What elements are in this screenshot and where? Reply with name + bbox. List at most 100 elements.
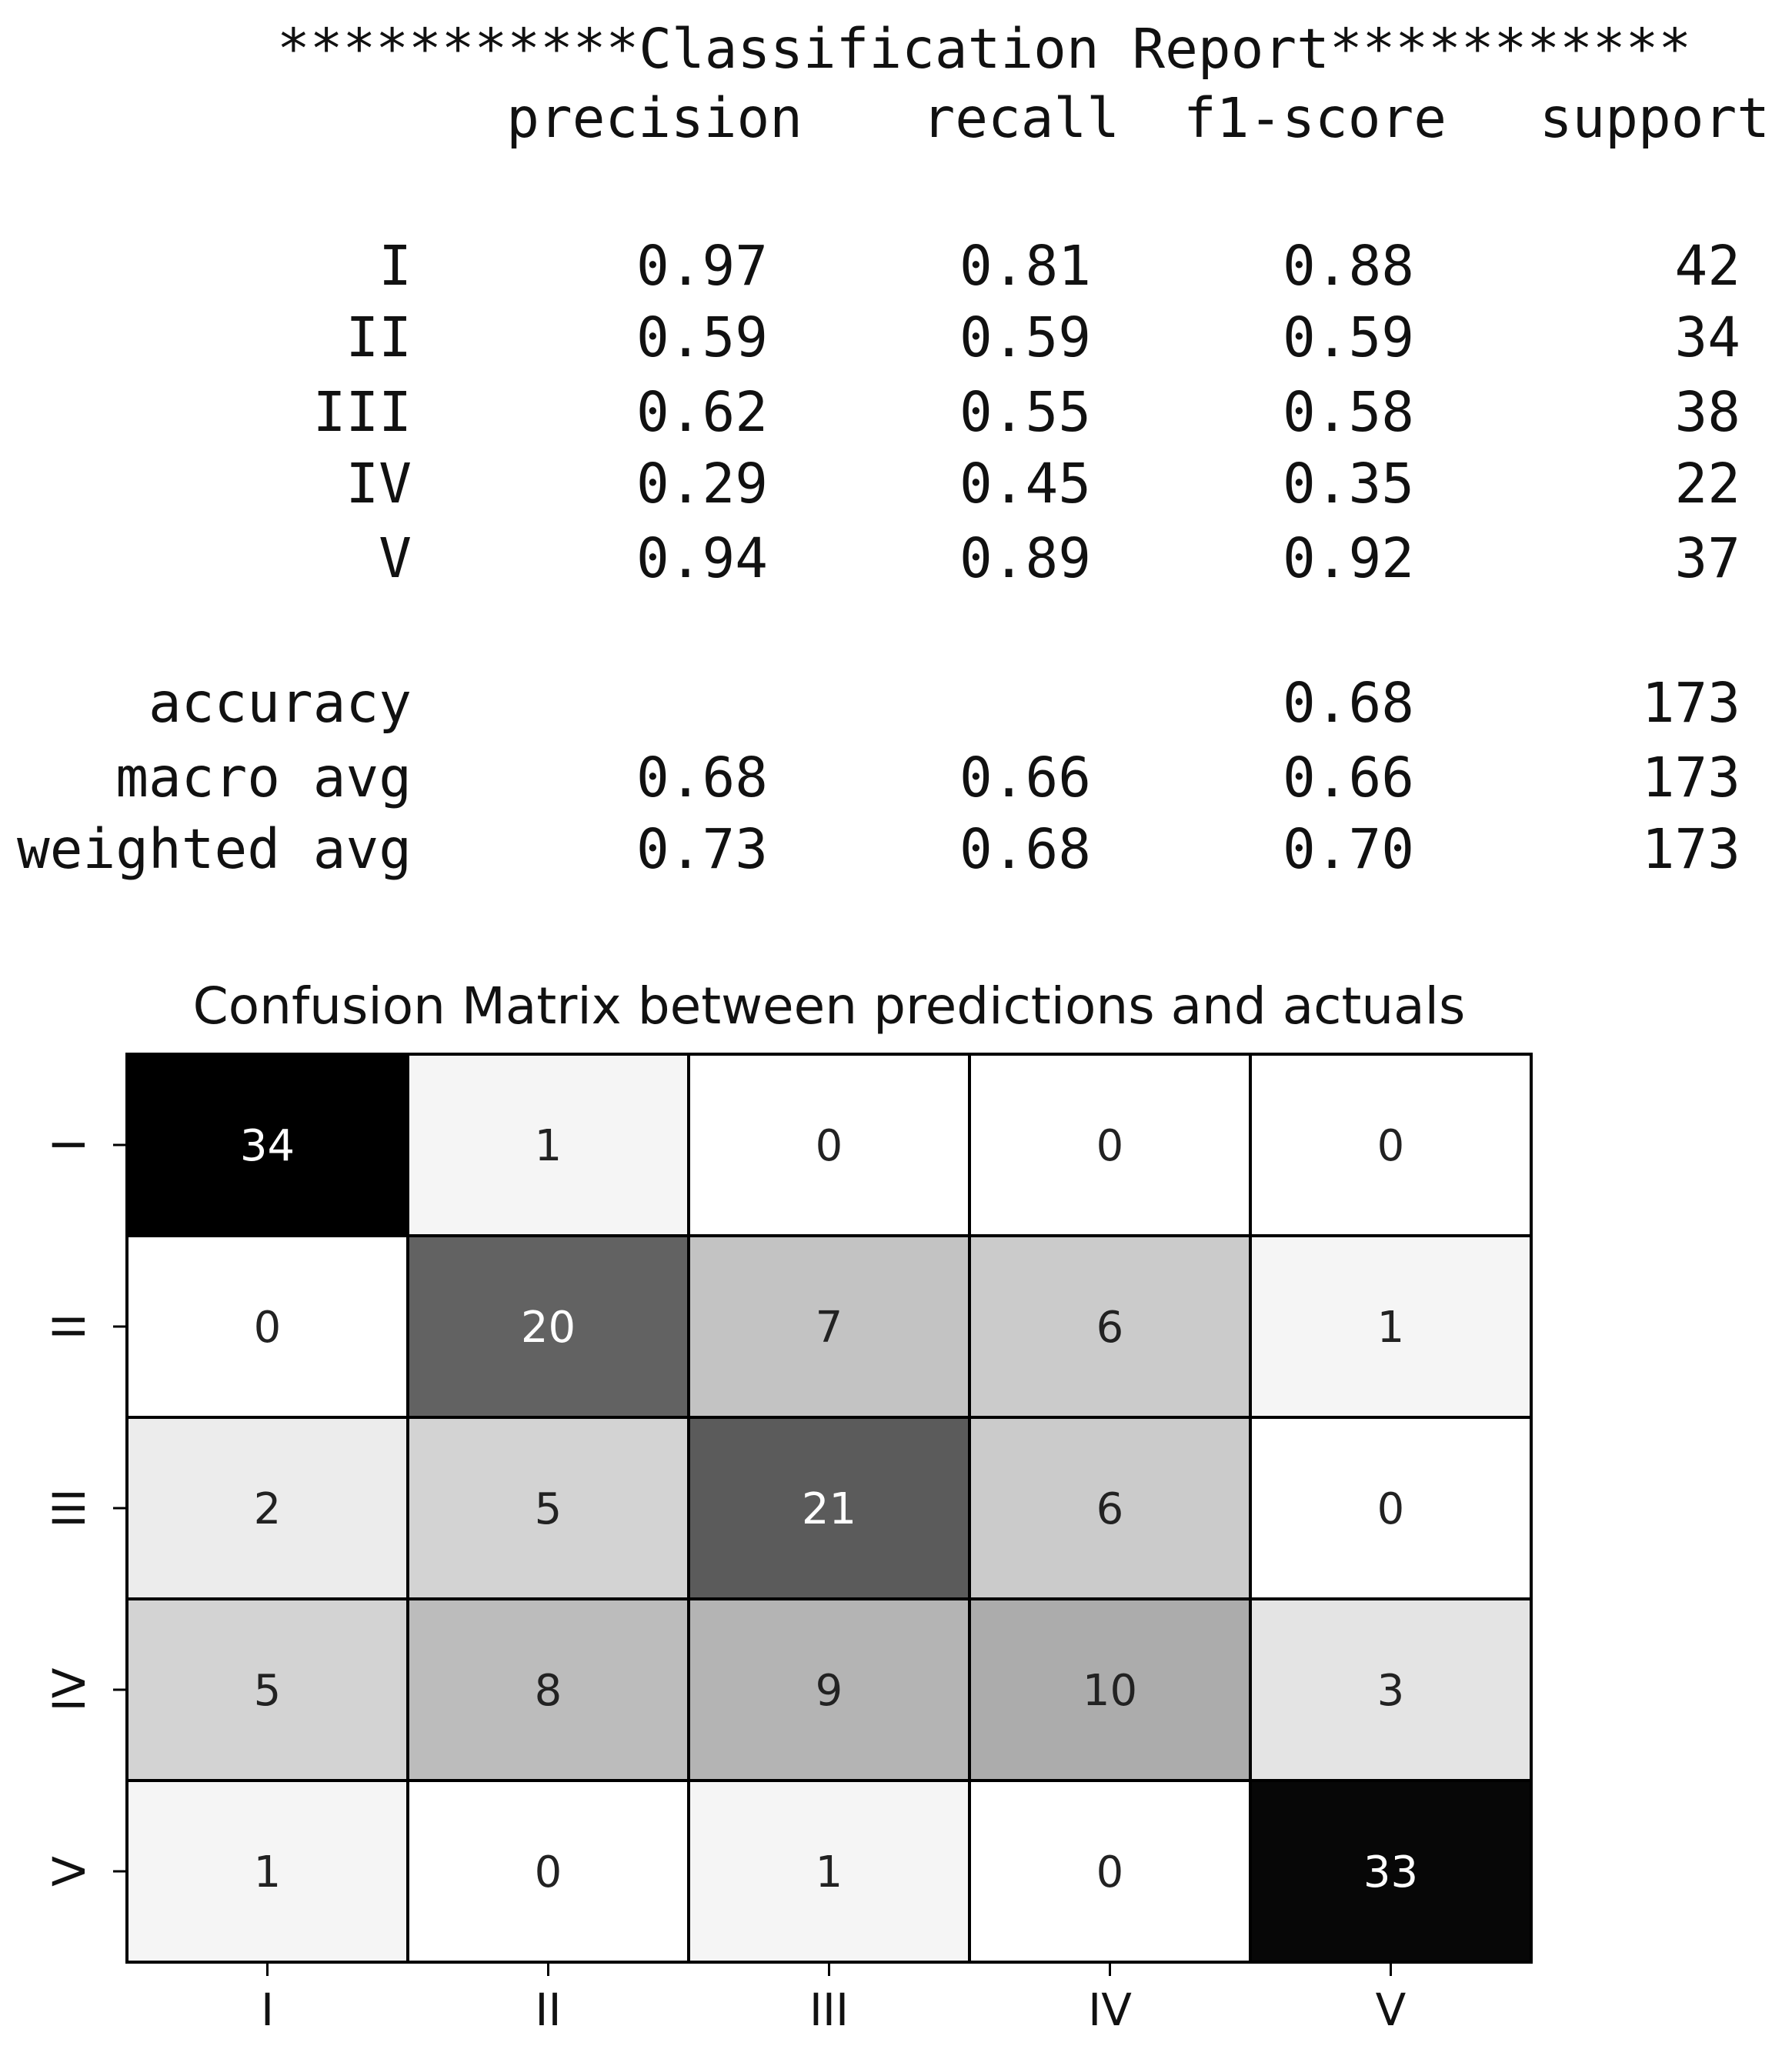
confusion-matrix-chart: Confusion Matrix between predictions and…: [0, 962, 1792, 2066]
y-tick-label: III: [43, 1488, 95, 1527]
cell-value-label: 6: [1096, 1484, 1124, 1534]
report-recall-value: 0.55: [959, 380, 1091, 444]
report-precision-value: 0.29: [636, 452, 768, 516]
report-column-header: precision: [506, 86, 803, 150]
heatmap-cell: [687, 1234, 971, 1419]
cell-value-label: 6: [1096, 1303, 1124, 1353]
heatmap-cell: [687, 1416, 971, 1600]
report-row-label: IV: [345, 452, 412, 516]
cell-value-label: 5: [535, 1484, 562, 1534]
report-summary-label: accuracy: [148, 671, 412, 735]
heatmap-cell: [125, 1779, 409, 1964]
report-summary-label: macro avg: [115, 746, 412, 809]
heatmap-cell: [125, 1597, 409, 1782]
report-recall-value: 0.89: [959, 526, 1091, 590]
report-row-label: II: [345, 305, 412, 369]
report-title: ***********Classification Report********…: [277, 17, 1692, 81]
report-support-value: 173: [1641, 746, 1740, 809]
report-f1-value: 0.66: [1283, 746, 1414, 809]
cell-value-label: 2: [254, 1484, 282, 1534]
report-precision-value: 0.68: [636, 746, 768, 809]
report-column-header: f1-score: [1183, 86, 1447, 150]
report-precision-value: 0.94: [636, 526, 768, 590]
cell-value-label: 21: [802, 1484, 856, 1534]
cell-value-label: 9: [816, 1666, 843, 1716]
report-support-value: 42: [1674, 234, 1741, 298]
y-tick-label: II: [43, 1313, 95, 1340]
heatmap-cell: [1249, 1234, 1533, 1419]
report-f1-value: 0.68: [1283, 671, 1414, 735]
report-recall-value: 0.66: [959, 746, 1091, 809]
heatmap-cell: [1249, 1779, 1533, 1964]
classification-report: ***********Classification Report********…: [0, 0, 1792, 923]
cell-value-label: 10: [1083, 1666, 1137, 1716]
report-row-label: III: [312, 380, 412, 444]
report-support-value: 37: [1674, 526, 1741, 590]
report-f1-value: 0.59: [1283, 305, 1414, 369]
report-recall-value: 0.68: [959, 817, 1091, 881]
cell-value-label: 1: [535, 1121, 562, 1171]
heatmap-cell: [1249, 1416, 1533, 1600]
report-support-value: 173: [1641, 817, 1740, 881]
report-precision-value: 0.97: [636, 234, 768, 298]
report-column-header: recall: [922, 86, 1120, 150]
report-precision-value: 0.62: [636, 380, 768, 444]
report-support-value: 22: [1674, 452, 1741, 516]
report-f1-value: 0.70: [1283, 817, 1414, 881]
cell-value-label: 1: [254, 1847, 282, 1897]
heatmap-cell: [406, 1779, 690, 1964]
x-tick-label: II: [535, 1984, 561, 2036]
report-support-value: 173: [1641, 671, 1740, 735]
y-tick-label: I: [43, 1138, 95, 1151]
x-tick-label: IV: [1088, 1984, 1132, 2036]
cell-value-label: 0: [1096, 1121, 1124, 1171]
report-f1-value: 0.92: [1283, 526, 1414, 590]
chart-title: Confusion Matrix between predictions and…: [193, 976, 1466, 1036]
report-row-label: I: [379, 234, 412, 298]
x-tick-label: I: [261, 1984, 274, 2036]
report-f1-value: 0.35: [1283, 452, 1414, 516]
heatmap-cell: [406, 1597, 690, 1782]
heatmap-cell: [968, 1779, 1252, 1964]
cell-value-label: 0: [254, 1303, 282, 1353]
cell-value-label: 3: [1377, 1666, 1405, 1716]
heatmap-cell: [125, 1416, 409, 1600]
cell-value-label: 8: [535, 1666, 562, 1716]
cell-value-label: 0: [1096, 1847, 1124, 1897]
cell-value-label: 0: [816, 1121, 843, 1171]
report-precision-value: 0.59: [636, 305, 768, 369]
x-tick-label: III: [809, 1984, 849, 2036]
report-recall-value: 0.81: [959, 234, 1091, 298]
cell-value-label: 0: [1377, 1484, 1405, 1534]
cell-value-label: 33: [1363, 1847, 1418, 1897]
confusion-matrix-svg: Confusion Matrix between predictions and…: [43, 976, 1533, 2036]
heatmap-cell: [968, 1597, 1252, 1782]
report-support-value: 34: [1674, 305, 1741, 369]
heatmap-cell: [687, 1779, 971, 1964]
report-column-header: support: [1539, 86, 1770, 150]
report-precision-value: 0.73: [636, 817, 768, 881]
cell-value-label: 0: [535, 1847, 562, 1897]
cell-value-label: 34: [240, 1121, 295, 1171]
heatmap-cell: [968, 1416, 1252, 1600]
y-tick-label: V: [43, 1856, 95, 1887]
cell-value-label: 1: [816, 1847, 843, 1897]
report-f1-value: 0.58: [1283, 380, 1414, 444]
heatmap-cell: [406, 1234, 690, 1419]
cell-value-label: 7: [816, 1303, 843, 1353]
cell-value-label: 1: [1377, 1303, 1405, 1353]
report-recall-value: 0.45: [959, 452, 1091, 516]
report-recall-value: 0.59: [959, 305, 1091, 369]
report-f1-value: 0.88: [1283, 234, 1414, 298]
heatmap-cell: [687, 1597, 971, 1782]
x-tick-label: V: [1376, 1984, 1407, 2036]
report-summary-label: weighted avg: [17, 817, 412, 881]
cell-value-label: 0: [1377, 1121, 1405, 1171]
heatmap-cell: [125, 1234, 409, 1419]
report-row-label: V: [379, 526, 412, 590]
y-tick-label: IV: [43, 1667, 95, 1711]
heatmap-cell: [968, 1234, 1252, 1419]
cell-value-label: 5: [254, 1666, 282, 1716]
cell-value-label: 20: [521, 1303, 576, 1353]
report-support-value: 38: [1674, 380, 1741, 444]
